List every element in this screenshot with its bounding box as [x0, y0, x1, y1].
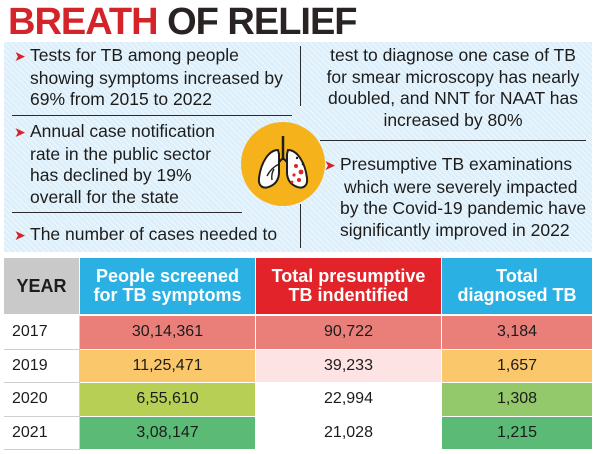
table-cell-year: 2021 [4, 416, 80, 450]
lungs-icon [257, 136, 309, 189]
arrow-icon: ➤ [14, 48, 26, 64]
arrow-icon: ➤ [324, 157, 336, 173]
header-year: YEAR [4, 258, 80, 314]
table-cell-presumptive: 39,233 [256, 349, 442, 383]
arrow-icon: ➤ [14, 227, 26, 243]
table-cell-year: 2017 [4, 316, 80, 350]
headline-part1: BREATH [8, 1, 159, 43]
column-divider [300, 204, 301, 248]
headline-part2: OF RELIEF [167, 1, 357, 43]
table-cell-diagnosed: 1,657 [442, 349, 592, 383]
divider [320, 140, 586, 141]
table-cell-diagnosed: 1,215 [442, 416, 592, 450]
bullet-case-notification: ➤ Annual case notification rate in the pu… [14, 121, 215, 207]
info-panel: ➤ Tests for TB among people showing sympt… [4, 42, 592, 252]
table-cell-screened: 3,08,147 [80, 416, 256, 450]
arrow-icon: ➤ [14, 124, 26, 140]
table-cell-diagnosed: 3,184 [442, 316, 592, 350]
table-cell-presumptive: 22,994 [256, 383, 442, 417]
header-people-screened: People screened for TB symptoms [80, 258, 256, 314]
tb-data-table: YEAR People screened for TB symptoms Tot… [4, 258, 592, 450]
table-cell-screened: 11,25,471 [80, 349, 256, 383]
bullet-tests: ➤ Tests for TB among people showing sympt… [14, 45, 283, 109]
table-cell-screened: 6,55,610 [80, 383, 256, 417]
table-cell-year: 2020 [4, 383, 80, 417]
table-cell-diagnosed: 1,308 [442, 383, 592, 417]
lungs-icon-badge [241, 122, 325, 206]
table-cell-year: 2019 [4, 349, 80, 383]
table-cell-presumptive: 90,722 [256, 316, 442, 350]
divider [12, 212, 242, 213]
bullet-nnt: ➤ The number of cases needed to [14, 224, 300, 247]
table-cell-presumptive: 21,028 [256, 416, 442, 450]
nnt-continuation: test to diagnose one case of TB for smea… [326, 45, 580, 130]
bullet-presumptive: ➤ Presumptive TB examinations which were … [324, 154, 587, 240]
divider [12, 115, 292, 116]
headline: BREATH OF RELIEF [8, 1, 358, 43]
table-cell-screened: 30,14,361 [80, 316, 256, 350]
header-total-presumptive: Total presumptive TB indentified [256, 258, 442, 314]
header-total-diagnosed: Total diagnosed TB [442, 258, 592, 314]
column-divider [300, 46, 301, 106]
